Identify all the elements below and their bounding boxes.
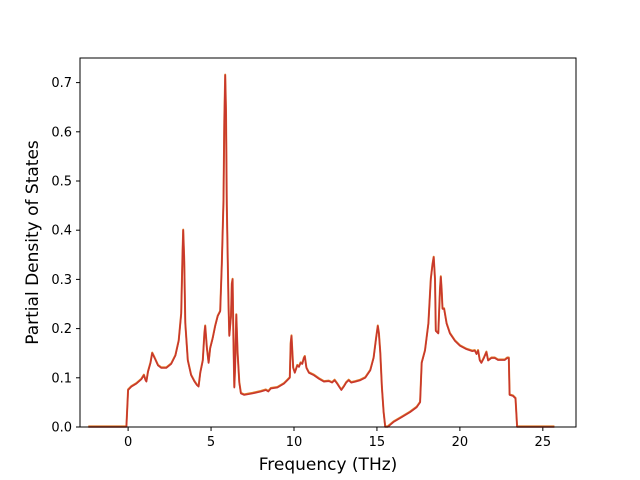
y-tick-label: 0.1 <box>51 371 72 386</box>
x-tick-label: 20 <box>452 435 469 450</box>
y-tick-label: 0.7 <box>51 76 72 91</box>
y-tick-label: 0.5 <box>51 175 72 190</box>
y-axis-label: Partial Density of States <box>23 140 43 345</box>
x-tick-label: 5 <box>207 435 215 450</box>
y-axis-ticks: 0.0 0.1 0.2 0.3 0.4 0.5 0.6 0.7 <box>51 76 80 436</box>
x-tick-label: 25 <box>535 435 552 450</box>
x-tick-label: 0 <box>124 435 132 450</box>
y-tick-label: 0.0 <box>51 421 72 436</box>
x-axis-label: Frequency (THz) <box>259 455 398 475</box>
y-tick-label: 0.2 <box>51 322 72 337</box>
pdos-series-line <box>88 74 555 428</box>
x-axis-ticks: 0 5 10 15 20 25 <box>124 427 551 450</box>
x-tick-label: 15 <box>369 435 386 450</box>
y-tick-label: 0.3 <box>51 273 72 288</box>
y-tick-label: 0.4 <box>51 224 72 239</box>
x-tick-label: 10 <box>286 435 303 450</box>
y-tick-label: 0.6 <box>51 125 72 140</box>
axes-frame <box>79 57 577 428</box>
